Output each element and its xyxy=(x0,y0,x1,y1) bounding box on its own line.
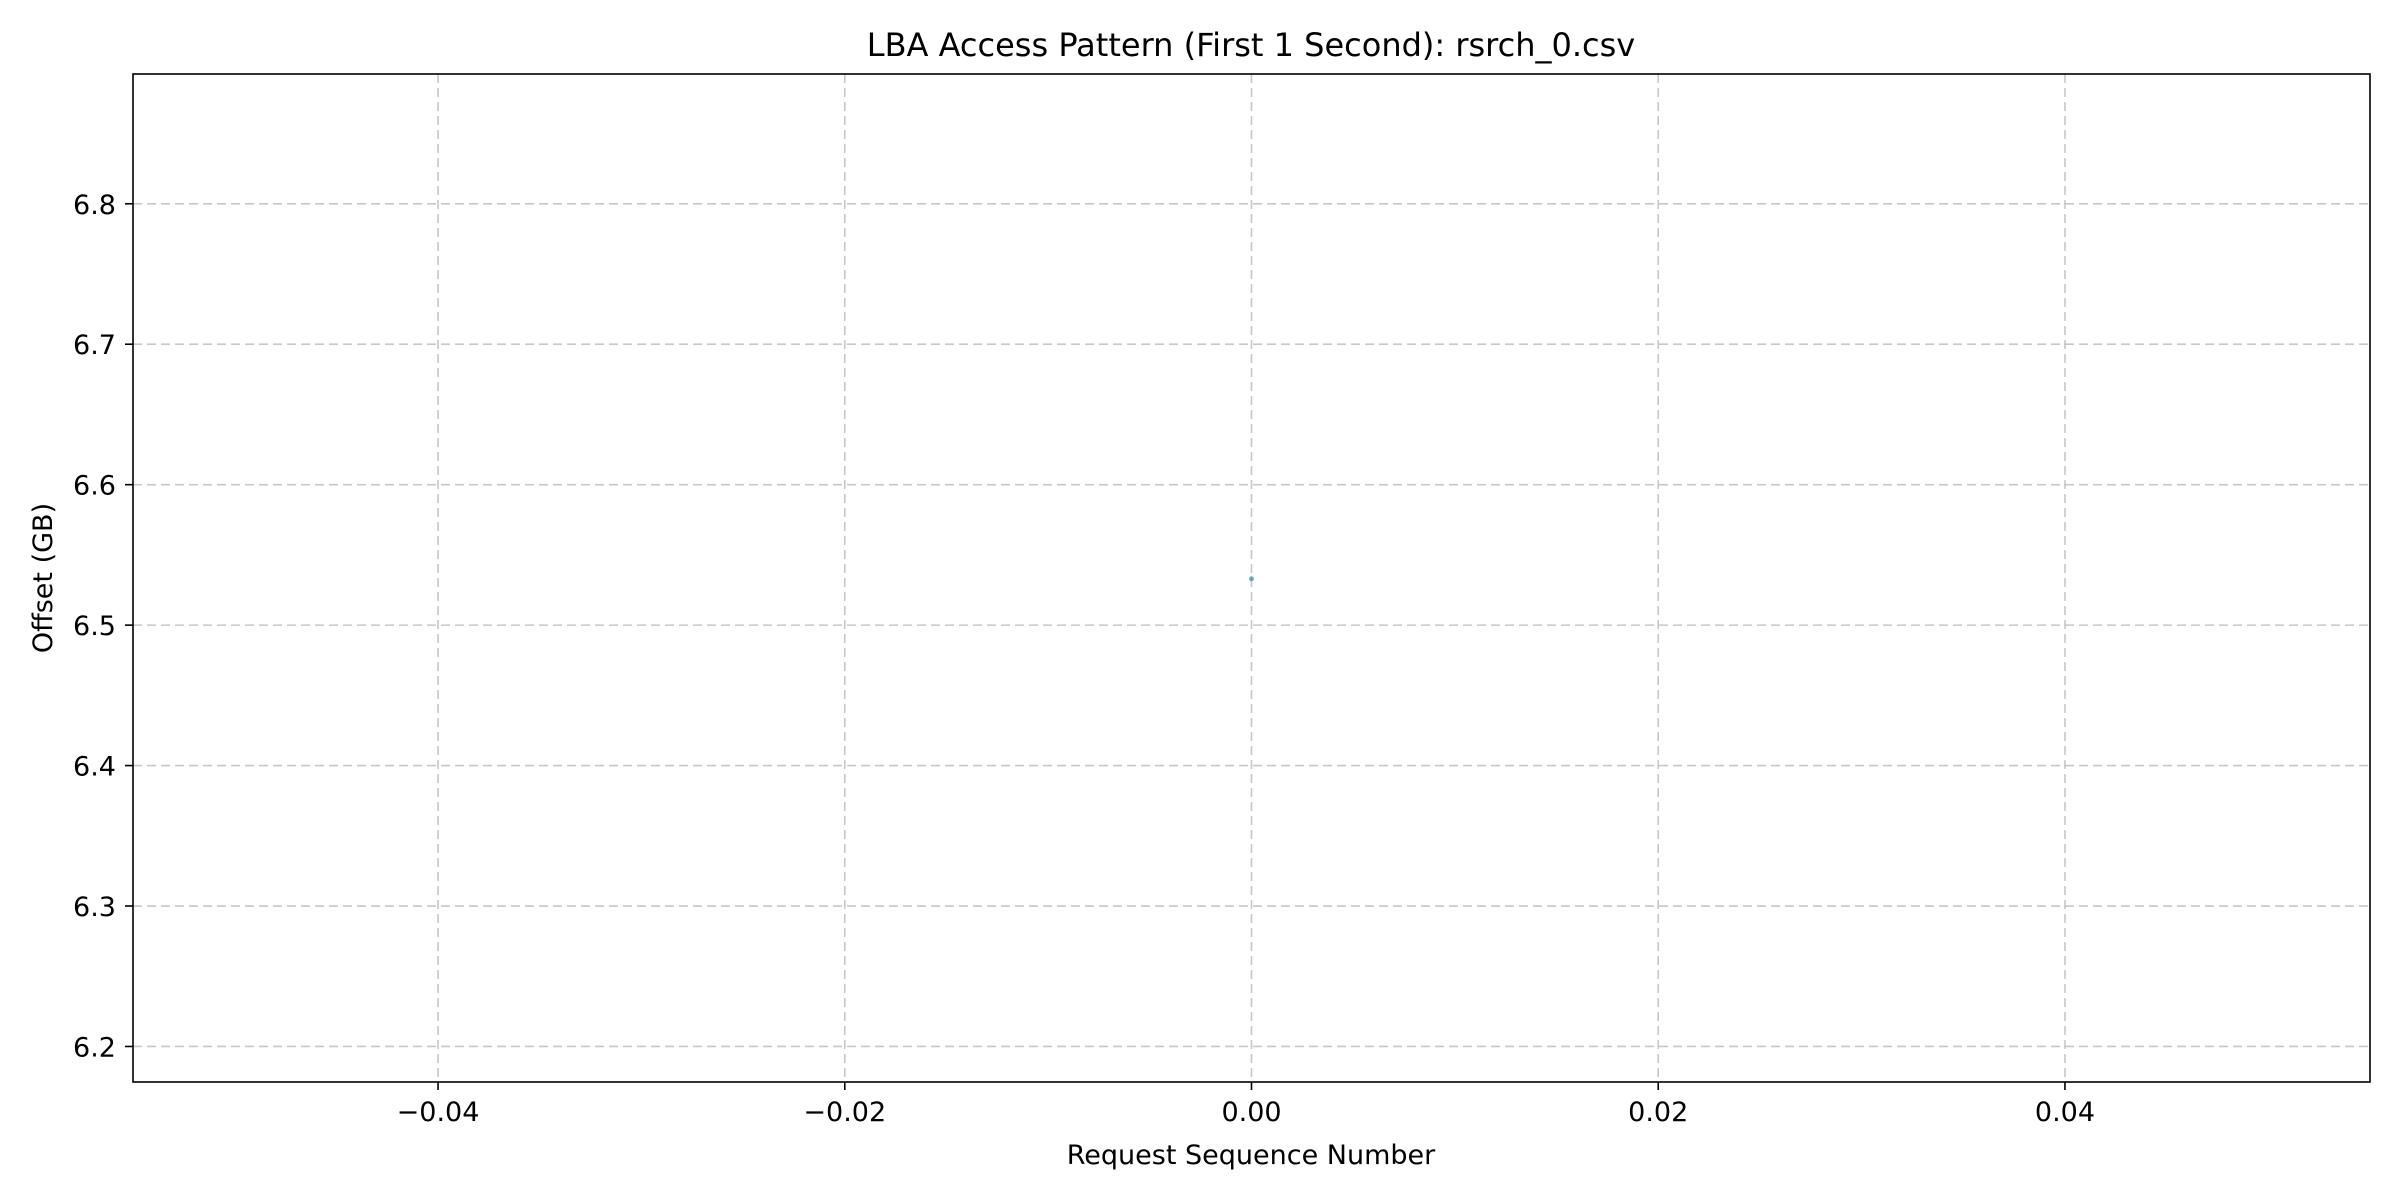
x-tick-label: 0.02 xyxy=(1628,1097,1688,1128)
y-axis-label: Offset (GB) xyxy=(28,503,59,653)
y-tick-label: 6.2 xyxy=(73,1032,116,1063)
data-points xyxy=(1249,576,1254,582)
axis-ticks: −0.04 −0.02 0.00 0.02 0.04 6.2 6.3 6.4 6.5 6.6 6.7… xyxy=(73,190,2095,1128)
y-tick-label: 6.8 xyxy=(73,190,116,221)
x-tick-label: 0.04 xyxy=(2035,1097,2095,1128)
grid xyxy=(133,74,2370,1082)
x-tick-label: −0.02 xyxy=(803,1097,886,1128)
chart-title: LBA Access Pattern (First 1 Second): rsr… xyxy=(867,26,1635,64)
y-tick-label: 6.4 xyxy=(73,752,116,783)
y-tick-label: 6.3 xyxy=(73,892,116,923)
x-axis-label: Request Sequence Number xyxy=(1067,1140,1436,1171)
x-tick-label: 0.00 xyxy=(1221,1097,1281,1128)
y-tick-label: 6.6 xyxy=(73,471,116,502)
y-tick-label: 6.5 xyxy=(73,611,116,642)
y-tick-label: 6.7 xyxy=(73,330,116,361)
x-tick-label: −0.04 xyxy=(397,1097,480,1128)
data-point xyxy=(1249,576,1254,582)
